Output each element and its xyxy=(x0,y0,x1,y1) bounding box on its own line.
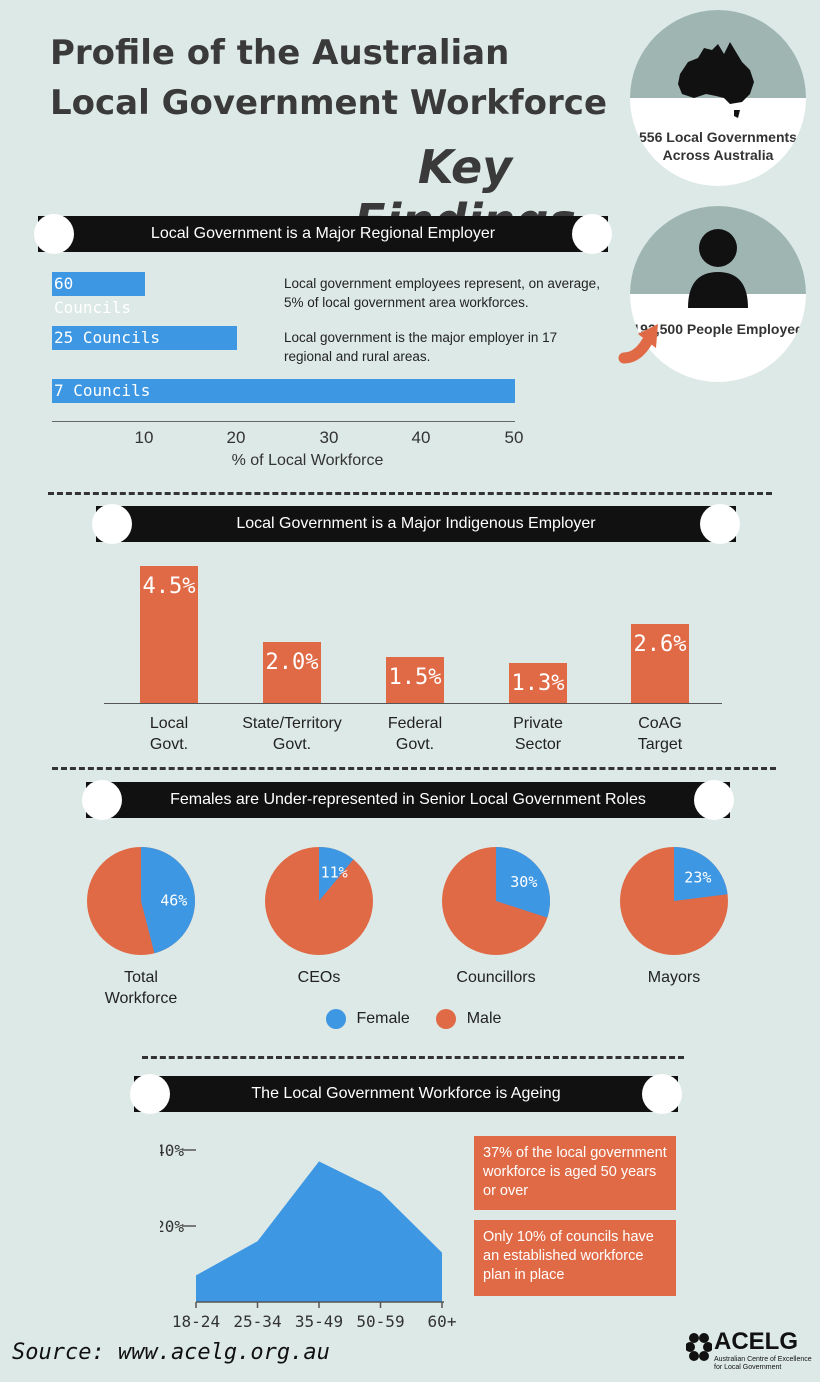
banner-cap xyxy=(92,504,132,544)
female-value-label: 30% xyxy=(510,873,537,891)
banner-cap xyxy=(130,1074,170,1114)
x-tick-label: 18-24 xyxy=(172,1312,220,1331)
pie-label: Mayors xyxy=(647,969,701,986)
australia-map-icon xyxy=(678,42,754,118)
x-tick: 30 xyxy=(319,428,339,447)
section4-title: The Local Government Workforce is Ageing xyxy=(251,1085,561,1102)
x-tick-label: 50-59 xyxy=(356,1312,404,1331)
person-icon xyxy=(688,229,748,308)
acelg-logo: ACELG Australian Centre of Excellence fo… xyxy=(686,1328,816,1374)
male-legend-label: Male xyxy=(466,1010,502,1028)
pie-councillors: 30% xyxy=(442,847,550,955)
female-legend-label: Female xyxy=(356,1010,410,1028)
section-divider xyxy=(48,492,772,495)
x-tick-label: 25-34 xyxy=(233,1312,281,1331)
section1-note: Local government is the major employer i… xyxy=(284,330,558,364)
pie-ceos: 11% xyxy=(265,847,373,955)
section1-note: Local government employees represent, on… xyxy=(284,276,600,310)
female-legend-swatch xyxy=(326,1009,346,1029)
female-value-label: 46% xyxy=(160,892,187,910)
x-tick-label: 60+ xyxy=(428,1312,457,1331)
section4-banner: The Local Government Workforce is Ageing xyxy=(130,1074,682,1114)
pie-total-workforce: 46% xyxy=(87,847,195,955)
people-stat: 192,500 People Employed xyxy=(630,206,806,382)
x-axis-line xyxy=(104,703,722,704)
category-label: Federal Govt. xyxy=(387,715,443,753)
logo-mark-icon xyxy=(686,1333,712,1361)
bar-value-label: 2.0% xyxy=(265,650,319,676)
male-legend-swatch xyxy=(436,1009,457,1029)
bar-state-territory-govt: 2.0% xyxy=(263,642,321,703)
x-tick: 20 xyxy=(226,428,246,447)
female-slice xyxy=(141,847,195,954)
pie-label: CEOs xyxy=(297,969,341,986)
section3-title: Females are Under-represented in Senior … xyxy=(170,791,646,808)
bar-value-label: 1.5% xyxy=(388,665,442,691)
bar-private-sector: 1.3% xyxy=(509,663,567,703)
female-slice xyxy=(496,847,550,918)
logo-name: ACELG xyxy=(714,1328,798,1355)
bar-label: 60 Councils xyxy=(54,274,132,317)
ageing-note: 37% of the local government workforce is… xyxy=(474,1136,676,1210)
page-title: Profile of the Australian Local Governme… xyxy=(50,33,608,123)
female-value-label: 23% xyxy=(684,869,711,887)
x-tick: 10 xyxy=(134,428,154,447)
bar-federal-govt: 1.5% xyxy=(386,657,444,703)
female-slice xyxy=(674,847,728,901)
banner-cap xyxy=(34,214,74,254)
source-link[interactable]: Source: www.acelg.org.au xyxy=(12,1340,330,1365)
governments-stat-text: 556 Local Governments Across Australia xyxy=(639,129,797,163)
bar-7-councils: 7 Councils xyxy=(52,379,515,403)
female-slice xyxy=(319,847,354,901)
pie-legend: Female Male xyxy=(326,1009,501,1029)
pie-label: Councillors xyxy=(456,969,536,986)
x-axis-line xyxy=(52,421,515,422)
y-tick-label: 20% xyxy=(160,1217,184,1236)
bar-60-councils: 60 Councils xyxy=(52,272,145,317)
ageing-note: Only 10% of councils have an established… xyxy=(474,1220,676,1296)
female-value-label: 11% xyxy=(321,864,348,882)
banner-cap xyxy=(572,214,612,254)
age-area xyxy=(196,1161,442,1302)
x-tick-label: 35-49 xyxy=(295,1312,343,1331)
people-stat-text: 192,500 People Employed xyxy=(632,321,804,337)
x-tick: 50 xyxy=(504,428,524,447)
category-label: Local Govt. xyxy=(149,715,189,753)
banner-cap xyxy=(700,504,740,544)
logo-tagline: Australian Centre of Excellence for Loca… xyxy=(714,1356,812,1371)
pie-mayors: 23% xyxy=(620,847,728,955)
category-label: Private Sector xyxy=(513,715,563,753)
category-label: State/Territory Govt. xyxy=(242,715,342,753)
section3-banner: Females are Under-represented in Senior … xyxy=(82,780,734,820)
curved-arrow-icon xyxy=(618,324,658,364)
bar-label: 7 Councils xyxy=(54,381,151,400)
bar-label: 25 Councils xyxy=(54,328,160,347)
section-divider xyxy=(142,1056,684,1059)
ageing-area-chart: 40% 20% 18-24 25-34 35-49 50-59 60+ xyxy=(160,1141,457,1331)
bar-25-councils: 25 Councils xyxy=(52,326,238,350)
bar-local-govt: 4.5% xyxy=(140,566,198,703)
section-divider xyxy=(52,767,776,770)
x-tick: 40 xyxy=(411,428,431,447)
section1-title: Local Government is a Major Regional Emp… xyxy=(150,225,496,242)
bar-value-label: 1.3% xyxy=(511,671,565,697)
bar-value-label: 4.5% xyxy=(142,574,196,599)
pie-label: Total Workforce xyxy=(104,969,178,1007)
bar-value-label: 2.6% xyxy=(633,631,687,657)
banner-cap xyxy=(642,1074,682,1114)
governments-stat: 556 Local Governments Across Australia xyxy=(630,10,806,186)
category-label: CoAG Target xyxy=(637,715,683,753)
section2-title: Local Government is a Major Indigenous E… xyxy=(236,515,596,532)
section2-banner: Local Government is a Major Indigenous E… xyxy=(92,504,740,544)
banner-cap xyxy=(694,780,734,820)
bar-coag-target: 2.6% xyxy=(631,623,689,703)
x-axis-label: % of Local Workforce xyxy=(231,452,384,469)
y-tick-label: 40% xyxy=(160,1141,184,1160)
section1-banner: Local Government is a Major Regional Emp… xyxy=(34,214,612,254)
banner-cap xyxy=(82,780,122,820)
